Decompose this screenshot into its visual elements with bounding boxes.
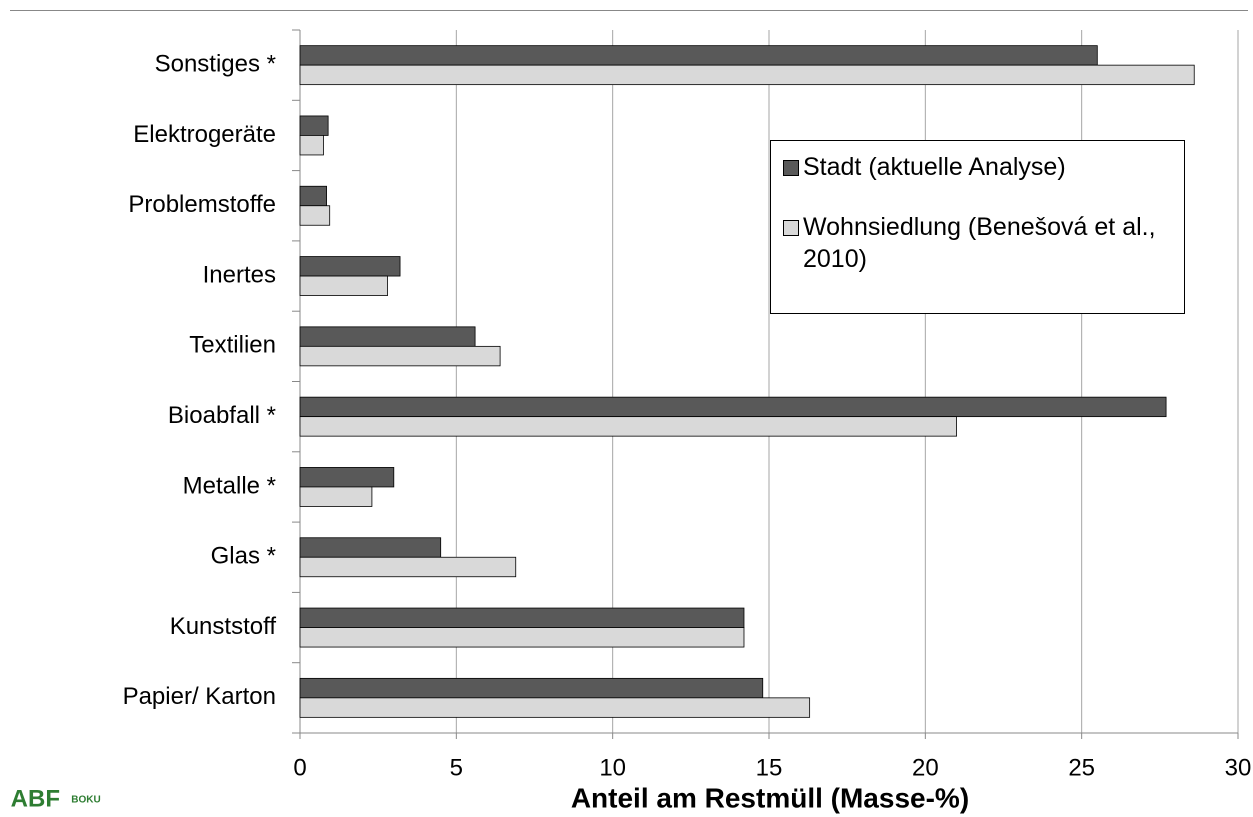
bar [299, 326, 476, 347]
x-tick-label: 5 [450, 754, 463, 781]
bar [299, 467, 395, 488]
bar [299, 416, 957, 437]
bar [299, 256, 401, 277]
y-tick-label: Glas * [211, 543, 276, 570]
y-tick-label: Papier/ Karton [123, 683, 276, 710]
legend-item: Stadt (aktuelle Analyse) [783, 151, 1174, 183]
x-tick-label: 0 [293, 754, 306, 781]
y-tick-label: Metalle * [183, 472, 276, 499]
bar [299, 607, 745, 628]
x-tick-label: 20 [912, 754, 939, 781]
legend-label: Stadt (aktuelle Analyse) [803, 153, 1066, 181]
bar [299, 627, 745, 648]
bar [299, 64, 1195, 86]
logo-text: ABF [11, 785, 60, 812]
legend-swatch [783, 220, 799, 236]
legend-swatch [783, 160, 799, 176]
logo-text: BOKU [71, 795, 100, 806]
bar [299, 556, 517, 578]
bar [299, 205, 331, 226]
bar [299, 185, 327, 207]
bar [299, 135, 324, 156]
bar [299, 275, 388, 296]
bar [299, 697, 811, 718]
x-axis-title: Anteil am Restmüll (Masse-%) [571, 782, 969, 813]
legend: Stadt (aktuelle Analyse) Wohnsiedlung (Be… [770, 140, 1185, 314]
y-tick-label: Bioabfall * [168, 402, 276, 429]
y-tick-label: Textilien [189, 332, 276, 359]
y-tick-label: Kunststoff [170, 613, 277, 640]
x-tick-label: 15 [756, 754, 783, 781]
y-tick-label: Inertes [203, 261, 276, 288]
y-tick-label: Sonstiges * [155, 50, 276, 77]
x-tick-label: 30 [1225, 754, 1252, 781]
frame [10, 10, 1248, 11]
bar [299, 345, 501, 367]
legend-item: Wohnsiedlung (Benešová et al., 2010) [783, 211, 1174, 275]
x-tick-label: 10 [599, 754, 626, 781]
bar [299, 537, 442, 558]
bar [299, 677, 764, 699]
x-tick-label: 25 [1068, 754, 1095, 781]
bar [299, 486, 373, 507]
bar [299, 45, 1098, 66]
bar [299, 115, 329, 136]
bar [299, 396, 1167, 418]
legend-label: Wohnsiedlung (Benešová et al., 2010) [803, 213, 1156, 273]
y-tick-label: Elektrogeräte [133, 121, 276, 148]
y-tick-label: Problemstoffe [128, 191, 276, 218]
